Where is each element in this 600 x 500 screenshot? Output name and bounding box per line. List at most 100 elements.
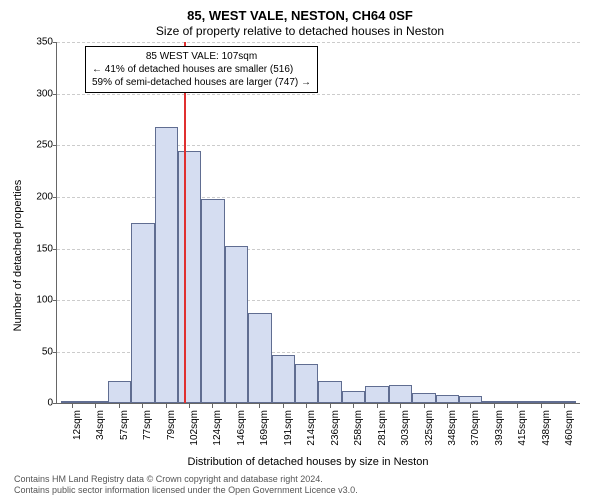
x-tick-label: 236sqm (330, 410, 341, 446)
y-tick-label: 150 (36, 243, 57, 254)
chart-container: 85, WEST VALE, NESTON, CH64 0SF Size of … (0, 0, 600, 500)
x-tick-mark (447, 404, 448, 408)
annotation-line: ← 41% of detached houses are smaller (51… (92, 63, 311, 76)
x-tick-label: 214sqm (306, 410, 317, 446)
x-tick-label: 12sqm (72, 410, 83, 440)
x-tick-slot: 370sqm (459, 404, 482, 454)
plot-region: 85 WEST VALE: 107sqm← 41% of detached ho… (56, 42, 580, 404)
bar-slot (61, 42, 84, 403)
x-tick-label: 393sqm (494, 410, 505, 446)
x-tick-mark (166, 404, 167, 408)
x-tick-mark (119, 404, 120, 408)
histogram-bar (155, 127, 178, 404)
bar-slot (84, 42, 107, 403)
x-tick-slot: 460sqm (553, 404, 576, 454)
x-tick-mark (283, 404, 284, 408)
x-tick-label: 438sqm (541, 410, 552, 446)
x-tick-slot: 34sqm (83, 404, 106, 454)
x-tick-label: 348sqm (447, 410, 458, 446)
annotation-line: 85 WEST VALE: 107sqm (92, 50, 311, 63)
bar-slot (506, 42, 529, 403)
x-tick-slot: 102sqm (177, 404, 200, 454)
bar-slot (342, 42, 365, 403)
x-tick-label: 191sqm (283, 410, 294, 446)
x-tick-mark (72, 404, 73, 408)
bar-slot (365, 42, 388, 403)
y-tick-label: 250 (36, 140, 57, 151)
y-tick-label: 100 (36, 295, 57, 306)
bar-slot (436, 42, 459, 403)
x-tick-slot: 79sqm (154, 404, 177, 454)
x-tick-slot: 258sqm (341, 404, 364, 454)
histogram-bar (389, 385, 412, 404)
bar-slot (178, 42, 201, 403)
histogram-bar (506, 401, 529, 403)
x-tick-mark (189, 404, 190, 408)
histogram-bar (436, 395, 459, 403)
histogram-bar (529, 401, 552, 403)
histogram-bar (248, 313, 271, 404)
x-tick-mark (306, 404, 307, 408)
x-tick-label: 34sqm (95, 410, 106, 440)
bar-slot (272, 42, 295, 403)
histogram-bar (84, 401, 107, 403)
x-tick-slot: 236sqm (318, 404, 341, 454)
histogram-bar (131, 223, 154, 404)
x-tick-label: 169sqm (259, 410, 270, 446)
chart-title: 85, WEST VALE, NESTON, CH64 0SF (10, 8, 590, 23)
x-tick-label: 102sqm (189, 410, 200, 446)
y-tick-label: 350 (36, 37, 57, 48)
x-tick-mark (330, 404, 331, 408)
x-tick-slot: 169sqm (248, 404, 271, 454)
x-tick-mark (142, 404, 143, 408)
x-tick-mark (95, 404, 96, 408)
x-tick-slot: 281sqm (365, 404, 388, 454)
histogram-bar (61, 401, 84, 403)
footer-line-2: Contains public sector information licen… (14, 485, 590, 496)
histogram-bar (225, 246, 248, 403)
bar-slot (412, 42, 435, 403)
x-tick-slot: 124sqm (201, 404, 224, 454)
x-tick-mark (400, 404, 401, 408)
x-tick-label: 77sqm (142, 410, 153, 440)
histogram-bar (459, 396, 482, 403)
histogram-bar (412, 393, 435, 403)
x-tick-label: 57sqm (119, 410, 130, 440)
x-tick-label: 79sqm (166, 410, 177, 440)
bar-slot (108, 42, 131, 403)
histogram-bar (272, 355, 295, 404)
bars-group (57, 42, 580, 403)
x-ticks: 12sqm 34sqm 57sqm 77sqm 79sqm 102sqm 124sqm 146… (56, 404, 580, 454)
x-tick-slot: 12sqm (60, 404, 83, 454)
x-tick-slot: 77sqm (130, 404, 153, 454)
x-tick-slot: 146sqm (224, 404, 247, 454)
x-tick-mark (541, 404, 542, 408)
bar-slot (155, 42, 178, 403)
x-tick-label: 146sqm (236, 410, 247, 446)
histogram-bar (295, 364, 318, 403)
bar-slot (248, 42, 271, 403)
chart-subtitle: Size of property relative to detached ho… (10, 24, 590, 38)
x-tick-slot: 214sqm (295, 404, 318, 454)
bar-slot (201, 42, 224, 403)
x-tick-label: 124sqm (212, 410, 223, 446)
x-tick-label: 325sqm (424, 410, 435, 446)
histogram-bar (482, 401, 505, 403)
plot-area: 85 WEST VALE: 107sqm← 41% of detached ho… (26, 42, 590, 468)
x-tick-label: 460sqm (564, 410, 575, 446)
bar-slot (131, 42, 154, 403)
bar-slot (529, 42, 552, 403)
x-tick-mark (424, 404, 425, 408)
bar-slot (225, 42, 248, 403)
x-tick-mark (517, 404, 518, 408)
histogram-bar (108, 381, 131, 404)
x-tick-mark (353, 404, 354, 408)
x-tick-mark (236, 404, 237, 408)
x-tick-slot: 415sqm (506, 404, 529, 454)
bar-slot (295, 42, 318, 403)
bar-slot (459, 42, 482, 403)
x-tick-label: 258sqm (353, 410, 364, 446)
y-tick-label: 200 (36, 191, 57, 202)
histogram-bar (201, 199, 224, 403)
x-tick-label: 415sqm (517, 410, 528, 446)
